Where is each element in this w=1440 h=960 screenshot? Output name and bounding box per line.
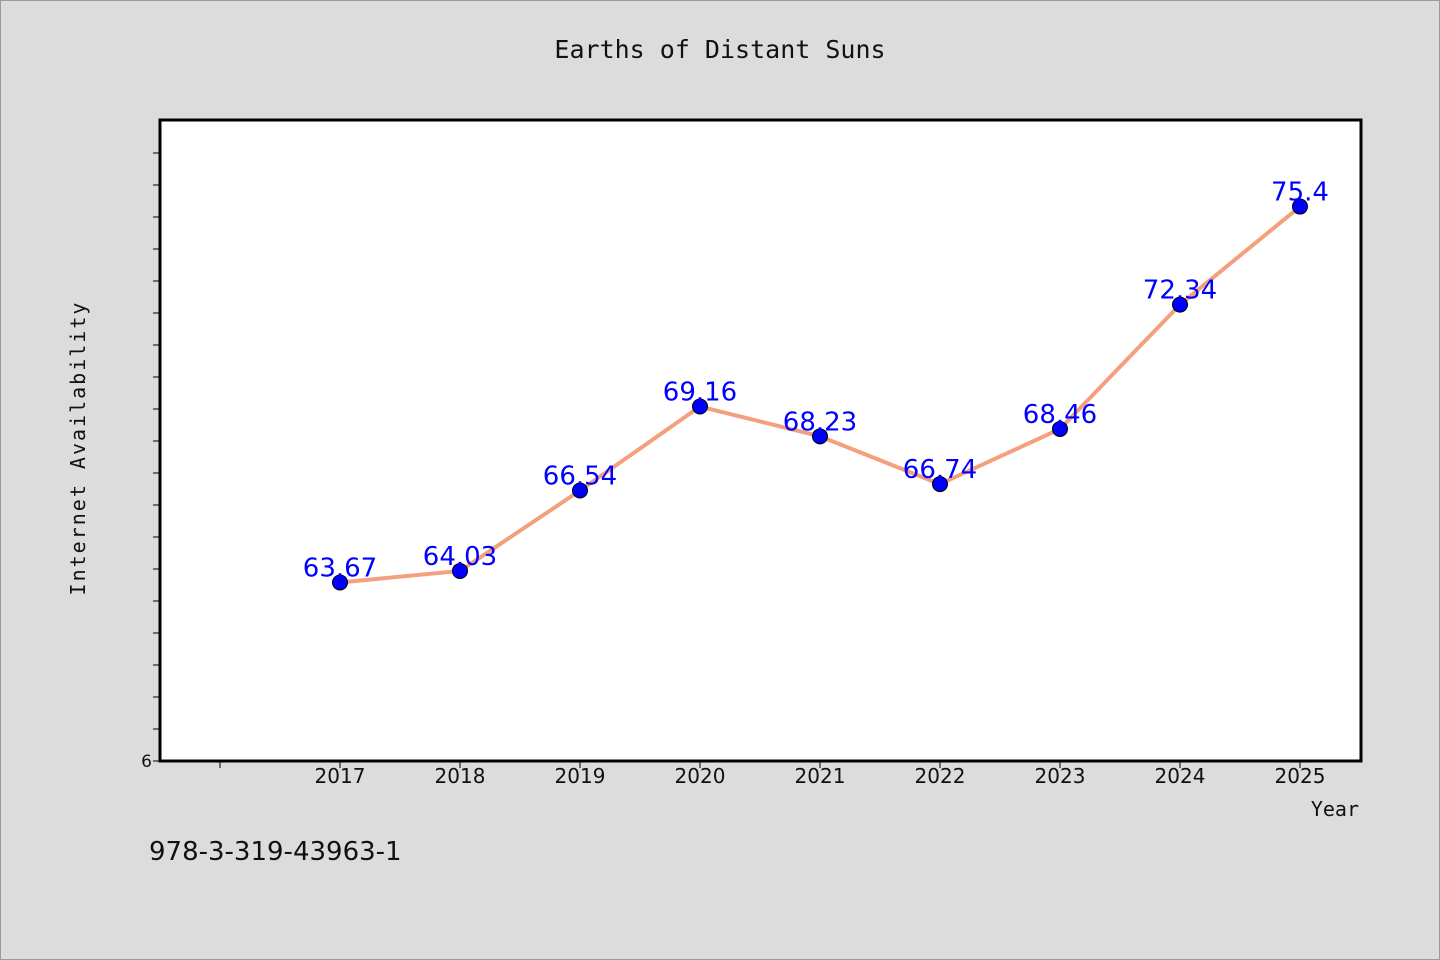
x-tick-label: 2025 — [1275, 764, 1326, 788]
data-label: 64.03 — [423, 542, 497, 572]
footer-code: 978-3-319-43963-1 — [149, 837, 402, 867]
plot-area — [158, 118, 1363, 763]
x-tick-label: 2018 — [435, 764, 486, 788]
data-label: 63.67 — [303, 553, 377, 583]
data-point — [1172, 296, 1188, 313]
x-tick-label: 2023 — [1035, 764, 1086, 788]
data-label: 66.74 — [903, 455, 977, 485]
x-tick-label: 2017 — [315, 764, 366, 788]
data-point — [452, 562, 468, 579]
data-label: 68.46 — [1023, 400, 1097, 430]
data-point — [1052, 420, 1068, 437]
data-label: 66.54 — [543, 461, 617, 491]
x-tick-label: 2024 — [1155, 764, 1206, 788]
x-tick-label: 2020 — [675, 764, 726, 788]
data-label: 69.16 — [663, 378, 737, 408]
chart-title: Earths of Distant Suns — [554, 35, 886, 64]
x-tick-label: 2022 — [915, 764, 966, 788]
data-label: 68.23 — [783, 407, 857, 437]
data-point — [572, 482, 588, 499]
y-tick-label: 6 — [141, 752, 152, 772]
data-point — [332, 574, 348, 591]
data-label: 72.34 — [1143, 276, 1217, 306]
data-point — [692, 398, 708, 415]
x-tick-label: 2019 — [555, 764, 606, 788]
data-point — [1292, 198, 1308, 215]
x-tick-label: 2021 — [795, 764, 846, 788]
data-point — [932, 476, 948, 493]
data-label: 75.4 — [1271, 178, 1329, 208]
data-point — [812, 428, 828, 445]
x-axis-label: Year — [1310, 797, 1359, 821]
